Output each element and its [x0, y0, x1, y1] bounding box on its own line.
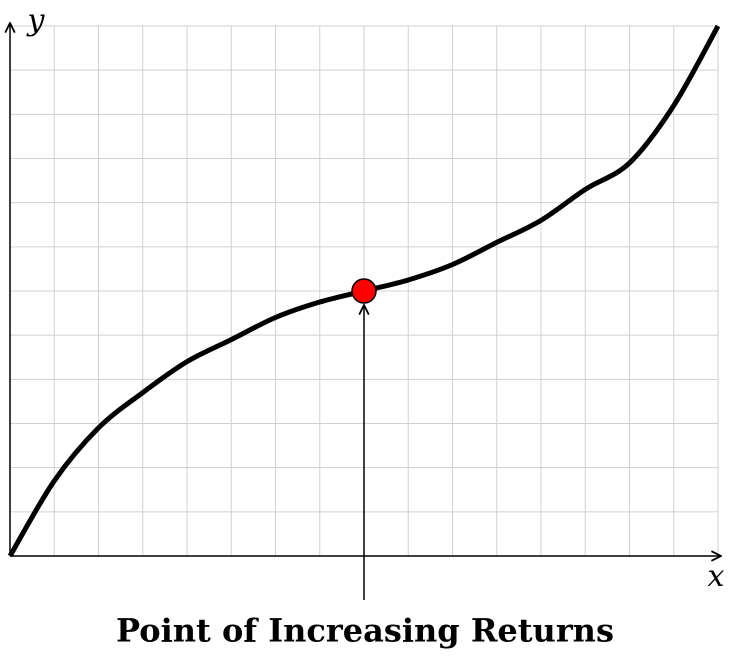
- x-axis-label: x: [708, 559, 725, 594]
- inflection-point: [351, 278, 377, 304]
- annotation-text: Point of Increasing Returns: [116, 612, 614, 650]
- y-axis-label: y: [26, 3, 46, 38]
